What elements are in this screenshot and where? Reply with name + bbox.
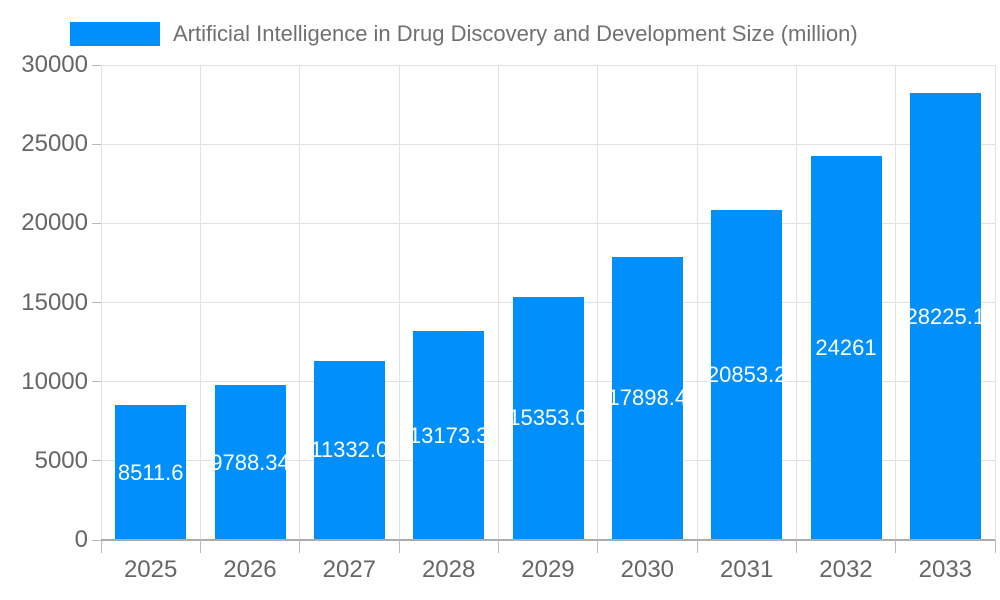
- x-axis-tick: [199, 540, 201, 553]
- y-axis-tick: [92, 222, 101, 224]
- x-axis-tick: [795, 540, 797, 553]
- x-axis-tick: [299, 540, 301, 553]
- v-gridline: [696, 65, 698, 540]
- chart-legend[interactable]: Artificial Intelligence in Drug Discover…: [70, 21, 858, 47]
- x-axis-tick: [696, 540, 698, 553]
- h-gridline: [101, 64, 995, 66]
- x-tick-label: 2031: [719, 556, 774, 583]
- x-tick-label: 2028: [421, 556, 476, 583]
- legend-label: Artificial Intelligence in Drug Discover…: [173, 21, 858, 46]
- x-tick-label: 2032: [819, 556, 873, 583]
- x-axis-tick: [497, 540, 499, 553]
- v-gridline: [398, 65, 400, 540]
- y-axis-tick: [92, 539, 101, 541]
- y-tick-label: 15000: [21, 288, 88, 316]
- y-tick-label: 25000: [21, 130, 88, 158]
- v-gridline: [597, 65, 599, 540]
- v-gridline: [994, 65, 996, 540]
- bar-2030[interactable]: 17898.4: [608, 256, 687, 540]
- bar-value-label: 28225.1: [905, 303, 986, 329]
- v-gridline: [199, 65, 201, 540]
- y-tick-label: 0: [74, 526, 88, 553]
- v-gridline: [895, 65, 897, 540]
- legend-color-swatch: [70, 22, 160, 46]
- v-gridline: [100, 65, 102, 540]
- bar-value-label: 8511.6: [117, 459, 184, 485]
- y-axis-tick: [92, 143, 101, 145]
- x-tick-label: 2030: [620, 556, 675, 583]
- v-gridline: [795, 65, 797, 540]
- x-tick-label: 2033: [918, 556, 973, 583]
- x-tick-label: 2027: [322, 556, 377, 583]
- bar-2026[interactable]: 9788.34: [210, 385, 290, 540]
- y-axis-tick: [92, 460, 101, 462]
- y-tick-label: 30000: [21, 51, 88, 78]
- y-tick-label: 20000: [21, 209, 88, 237]
- x-axis-tick: [895, 540, 897, 553]
- y-axis-tick: [92, 64, 101, 66]
- x-tick-label: 2025: [123, 556, 178, 583]
- bar-2031[interactable]: 20853.2: [707, 209, 786, 540]
- x-tick-label: 2026: [223, 556, 277, 583]
- bar-2027[interactable]: 11332.0: [310, 360, 388, 540]
- y-tick-label: 5000: [34, 446, 88, 474]
- bar-2028[interactable]: 13173.3: [409, 331, 488, 540]
- bar-value-label: 9788.34: [210, 449, 290, 475]
- x-tick-label: 2029: [521, 556, 575, 583]
- bar-2025[interactable]: 8511.6: [115, 405, 187, 540]
- bar-value-label: 11332.0: [310, 437, 389, 463]
- v-gridline: [299, 65, 301, 540]
- h-gridline: [101, 222, 995, 224]
- bar-value-label: 15353.0: [508, 405, 588, 431]
- x-axis-tick: [597, 540, 599, 553]
- x-axis-tick: [100, 540, 102, 553]
- y-tick-label: 10000: [21, 367, 88, 395]
- x-axis-line: [101, 539, 995, 541]
- x-axis-tick: [398, 540, 400, 553]
- bar-2033[interactable]: 28225.1: [906, 93, 985, 540]
- bar-2032[interactable]: 24261: [810, 155, 882, 540]
- bar-value-label: 17898.4: [607, 385, 688, 411]
- plot-area: 8511.6 9788.34 11332.0 13173.3 15353.0 17898.…: [100, 64, 996, 540]
- x-axis-tick: [994, 540, 996, 553]
- bar-value-label: 24261: [815, 334, 877, 360]
- bar-2029[interactable]: 15353.0: [508, 296, 588, 540]
- v-gridline: [497, 65, 499, 540]
- y-axis-tick: [92, 302, 101, 303]
- y-axis-tick: [92, 381, 101, 383]
- bar-value-label: 20853.2: [706, 361, 787, 387]
- bar-value-label: 13173.3: [408, 422, 489, 448]
- h-gridline: [101, 143, 995, 145]
